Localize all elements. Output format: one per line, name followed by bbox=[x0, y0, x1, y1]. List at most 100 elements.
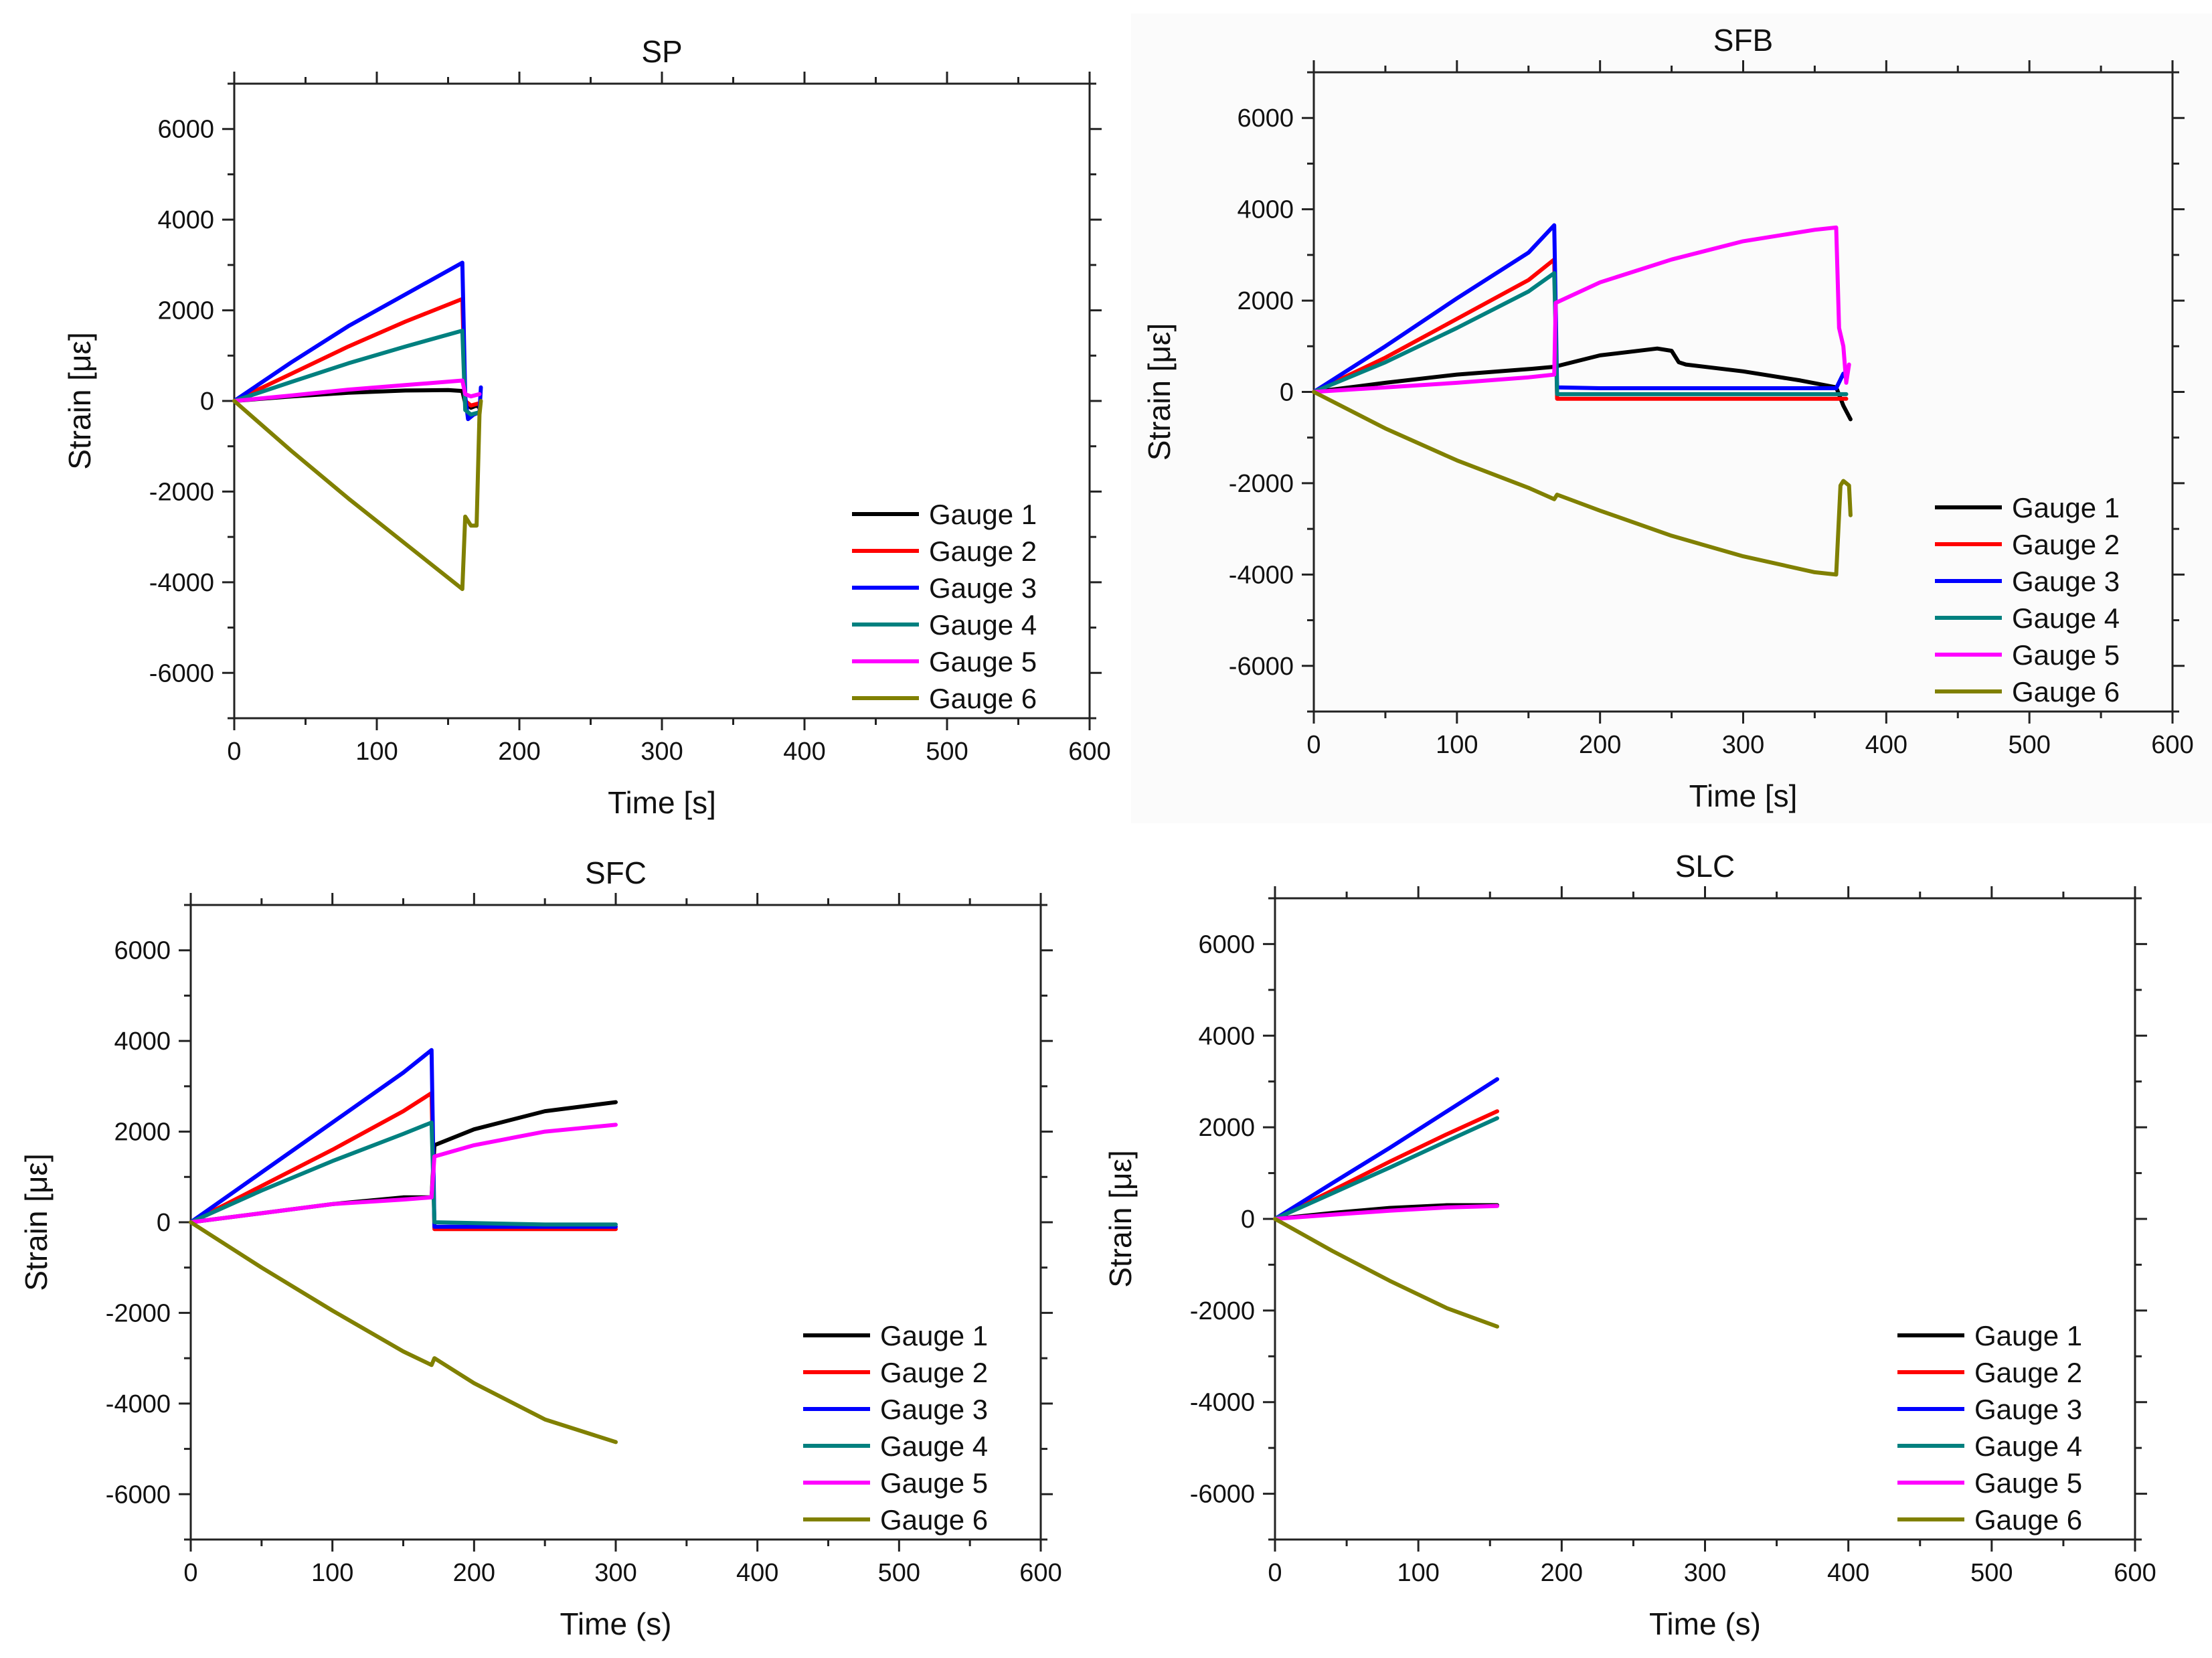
x-tick-label: 0 bbox=[183, 1559, 197, 1587]
x-tick-label: 400 bbox=[1827, 1559, 1869, 1587]
y-tick-label: -4000 bbox=[149, 569, 214, 597]
y-tick-label: -2000 bbox=[1190, 1297, 1255, 1325]
panel-background bbox=[1131, 13, 2212, 823]
series-line-gauge-1 bbox=[1312, 346, 1853, 422]
x-tick-label: 300 bbox=[1722, 731, 1764, 759]
x-tick-label: 600 bbox=[2114, 1559, 2156, 1587]
legend-label-gauge-1: Gauge 1 bbox=[2012, 492, 2120, 523]
series-line-gauge-5 bbox=[1273, 1204, 1499, 1221]
series-line-gauge-4 bbox=[1273, 1116, 1499, 1221]
legend-label-gauge-4: Gauge 4 bbox=[2012, 602, 2120, 634]
legend-label-gauge-6: Gauge 6 bbox=[880, 1504, 988, 1536]
legend-label-gauge-3: Gauge 3 bbox=[2012, 566, 2120, 597]
legend-label-gauge-6: Gauge 6 bbox=[2012, 676, 2120, 708]
y-tick-label: 2000 bbox=[1198, 1114, 1255, 1142]
y-tick-label: 4000 bbox=[114, 1027, 171, 1056]
legend-label-gauge-1: Gauge 1 bbox=[880, 1320, 988, 1351]
y-tick-label: 0 bbox=[200, 388, 214, 416]
x-tick-label: 100 bbox=[355, 738, 398, 766]
y-tick-label: 0 bbox=[1241, 1206, 1255, 1234]
series-line-gauge-3 bbox=[189, 1048, 618, 1229]
chart-sp: 0 100 200 300 400 500 600 -6000 -4000 -2000 0 2000 4… bbox=[62, 34, 1111, 820]
series-line-gauge-3 bbox=[1273, 1077, 1499, 1221]
x-tick-label: 500 bbox=[878, 1559, 920, 1587]
legend-label-gauge-1: Gauge 1 bbox=[929, 499, 1037, 530]
legend-label-gauge-3: Gauge 3 bbox=[929, 572, 1037, 604]
series-line-gauge-5 bbox=[1312, 225, 1851, 394]
y-tick-label: -2000 bbox=[1229, 470, 1294, 498]
y-tick-label: -6000 bbox=[1229, 653, 1294, 681]
x-tick-label: 500 bbox=[926, 738, 968, 766]
y-tick-label: 6000 bbox=[157, 116, 214, 144]
chart-title: SP bbox=[641, 34, 682, 69]
legend-label-gauge-5: Gauge 5 bbox=[880, 1467, 988, 1499]
series-line-gauge-5 bbox=[232, 378, 482, 403]
legend-label-gauge-3: Gauge 3 bbox=[1974, 1394, 2082, 1425]
chart-sfb: 0 100 200 300 400 500 600 -6000 -4000 -2000 0 2000 4… bbox=[1131, 13, 2212, 823]
legend-label-gauge-2: Gauge 2 bbox=[929, 535, 1037, 567]
legend-label-gauge-2: Gauge 2 bbox=[880, 1357, 988, 1388]
chart-title: SFC bbox=[585, 855, 647, 890]
series-line-gauge-6 bbox=[232, 399, 483, 591]
x-axis-title: Time (s) bbox=[1649, 1606, 1761, 1641]
series-line-gauge-2 bbox=[232, 297, 482, 408]
x-tick-label: 600 bbox=[1068, 738, 1110, 766]
y-tick-label: 4000 bbox=[157, 206, 214, 234]
series-line-gauge-4 bbox=[189, 1121, 618, 1227]
legend-label-gauge-5: Gauge 5 bbox=[1974, 1467, 2082, 1499]
x-tick-label: 0 bbox=[1268, 1559, 1282, 1587]
x-tick-label: 500 bbox=[1970, 1559, 2013, 1587]
legend-label-gauge-5: Gauge 5 bbox=[929, 646, 1037, 677]
x-tick-label: 300 bbox=[594, 1559, 636, 1587]
x-tick-label: 300 bbox=[641, 738, 683, 766]
series-line-gauge-4 bbox=[232, 329, 482, 417]
series-line-gauge-6 bbox=[1312, 390, 1853, 577]
y-tick-label: 6000 bbox=[1237, 104, 1294, 133]
y-axis-title: Strain [με] bbox=[19, 1153, 54, 1291]
legend-label-gauge-4: Gauge 4 bbox=[1974, 1430, 2082, 1462]
y-tick-label: 2000 bbox=[157, 297, 214, 325]
x-tick-label: 400 bbox=[1865, 731, 1907, 759]
chart-title: SFB bbox=[1713, 23, 1773, 58]
x-axis-title: Time [s] bbox=[1689, 778, 1798, 813]
series-line-gauge-6 bbox=[189, 1220, 618, 1444]
legend-label-gauge-1: Gauge 1 bbox=[1974, 1320, 2082, 1351]
legend-label-gauge-6: Gauge 6 bbox=[929, 683, 1037, 714]
y-tick-label: -2000 bbox=[106, 1299, 171, 1327]
legend-label-gauge-2: Gauge 2 bbox=[2012, 529, 2120, 560]
series-line-gauge-5 bbox=[189, 1123, 618, 1224]
y-tick-label: 2000 bbox=[1237, 287, 1294, 315]
x-tick-label: 400 bbox=[736, 1559, 778, 1587]
x-axis-title: Time (s) bbox=[560, 1606, 672, 1641]
legend-label-gauge-2: Gauge 2 bbox=[1974, 1357, 2082, 1388]
series-line-gauge-4 bbox=[1312, 271, 1849, 396]
y-tick-label: -4000 bbox=[1190, 1389, 1255, 1417]
series-line-gauge-6 bbox=[1273, 1217, 1499, 1329]
x-tick-label: 200 bbox=[498, 738, 540, 766]
chart-slc: 0 100 200 300 400 500 600 -6000 -4000 -2000 0 2000 4… bbox=[1103, 849, 2156, 1641]
y-tick-label: -6000 bbox=[149, 659, 214, 687]
y-tick-label: -4000 bbox=[106, 1390, 171, 1418]
x-tick-label: 400 bbox=[783, 738, 825, 766]
y-tick-label: -6000 bbox=[1190, 1481, 1255, 1509]
y-axis-title: Strain [με] bbox=[1142, 323, 1177, 461]
series-line-gauge-2 bbox=[189, 1091, 618, 1232]
legend-label-gauge-6: Gauge 6 bbox=[1974, 1504, 2082, 1536]
x-tick-label: 200 bbox=[1541, 1559, 1583, 1587]
legend-label-gauge-4: Gauge 4 bbox=[880, 1430, 988, 1462]
legend-label-gauge-3: Gauge 3 bbox=[880, 1394, 988, 1425]
y-tick-label: 4000 bbox=[1237, 196, 1294, 224]
x-tick-label: 200 bbox=[1579, 731, 1621, 759]
legend-label-gauge-4: Gauge 4 bbox=[929, 609, 1037, 641]
x-tick-label: 100 bbox=[311, 1559, 353, 1587]
x-tick-label: 300 bbox=[1684, 1559, 1726, 1587]
x-tick-label: 100 bbox=[1397, 1559, 1439, 1587]
x-axis-title: Time [s] bbox=[608, 785, 716, 820]
y-axis-title: Strain [με] bbox=[62, 332, 97, 470]
y-axis-title: Strain [με] bbox=[1103, 1150, 1138, 1288]
chart-sfc: 0 100 200 300 400 500 600 -6000 -4000 -2000 0 2000 4… bbox=[19, 855, 1062, 1641]
chart-title: SLC bbox=[1675, 849, 1735, 884]
x-tick-label: 0 bbox=[1306, 731, 1321, 759]
y-tick-label: 0 bbox=[157, 1209, 171, 1237]
